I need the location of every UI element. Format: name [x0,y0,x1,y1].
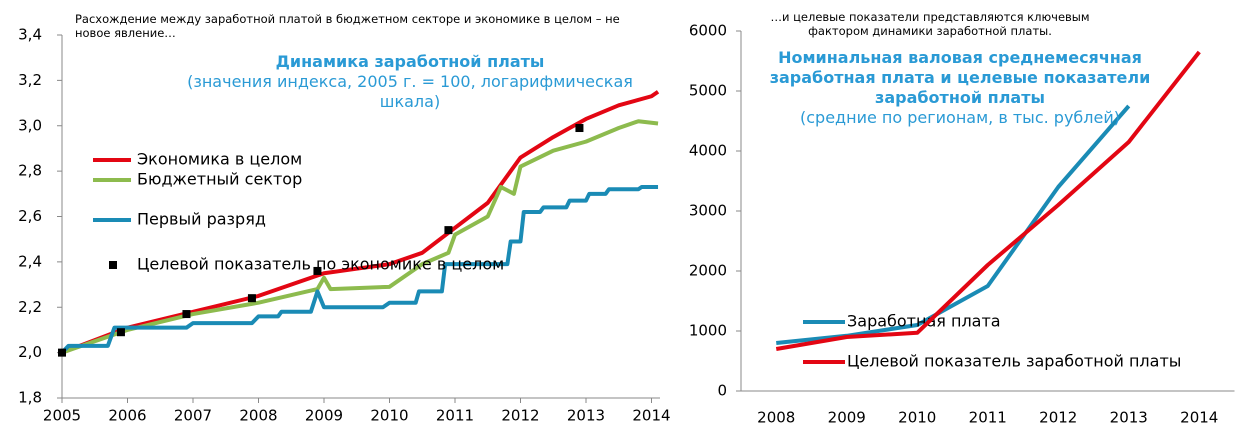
chart-subtitle: (значения индекса, 2005 г. = 100, логари… [187,72,633,111]
legend-label: Целевой показатель по экономике в целом [137,255,504,274]
y-tick-label: 2,0 [18,343,42,361]
series-line [775,50,1201,351]
legend-label: Первый разряд [137,210,266,229]
y-tick-label: 6000 [689,22,727,40]
x-tick-label: 2008 [239,407,277,425]
chart-title-block: Динамика заработной платы (значения инде… [160,52,660,112]
y-tick-label: 5000 [689,82,727,100]
target-point [58,348,66,357]
target-point [444,226,453,235]
x-tick-label: 2010 [370,407,408,425]
y-tick-label: 2,8 [18,162,42,180]
x-tick-label: 2009 [828,409,866,427]
legend-label: Целевой показатель заработной платы [847,352,1181,371]
x-tick-label: 2005 [43,407,81,425]
chart-title: Динамика заработной платы [275,52,545,71]
x-tick-label: 2006 [108,407,146,425]
x-tick-label: 2013 [567,407,605,425]
chart-title-block: Номинальная валовая среднемесячная зараб… [755,48,1165,128]
target-point [247,294,256,303]
x-tick-label: 2011 [436,407,474,425]
y-tick-label: 3,2 [18,71,42,89]
x-tick-label: 2014 [1180,409,1218,427]
x-tick-label: 2012 [501,407,539,425]
series-line [61,90,660,355]
legend-marker [109,261,117,269]
y-tick-label: 0 [717,382,727,400]
series-line [776,104,1131,345]
chart-title: Номинальная валовая среднемесячная зараб… [769,48,1151,107]
x-tick-label: 2010 [898,409,936,427]
annotation: Расхождение между заработной платой в бю… [75,12,620,40]
y-tick-label: 2,6 [18,207,42,225]
y-tick-label: 1,8 [18,389,42,407]
target-point [575,124,584,133]
y-tick-label: 4000 [689,142,727,160]
y-tick-label: 3,4 [18,26,42,44]
series-line [60,185,659,355]
y-tick-label: 3,0 [18,116,42,134]
x-tick-label: 2014 [632,407,670,425]
annotation: …и целевые показатели представляются клю… [770,10,1090,38]
target-point [116,328,125,337]
target-point [182,310,191,319]
x-tick-label: 2012 [1039,409,1077,427]
legend-label: Заработная плата [847,312,1001,331]
x-tick-label: 2013 [1110,409,1148,427]
x-tick-label: 2008 [757,409,795,427]
series-line [61,119,659,355]
target-point [313,266,322,275]
legend-label: Бюджетный сектор [137,170,302,189]
y-tick-label: 2,4 [18,252,42,270]
y-tick-label: 1000 [689,322,727,340]
chart-subtitle: (средние по регионам, в тыс. рублей) [800,108,1120,127]
x-tick-label: 2011 [969,409,1007,427]
x-tick-label: 2007 [174,407,212,425]
legend-label: Экономика в целом [137,150,302,169]
y-tick-label: 2000 [689,262,727,280]
y-tick-label: 2,2 [18,298,42,316]
x-tick-label: 2009 [305,407,343,425]
y-tick-label: 3000 [689,202,727,220]
